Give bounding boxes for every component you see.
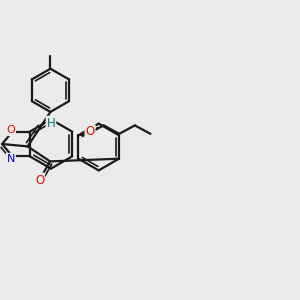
Text: O: O bbox=[85, 125, 95, 138]
Text: O: O bbox=[6, 125, 15, 135]
Text: O: O bbox=[35, 173, 44, 187]
Text: N: N bbox=[7, 154, 15, 164]
Text: H: H bbox=[46, 117, 56, 130]
